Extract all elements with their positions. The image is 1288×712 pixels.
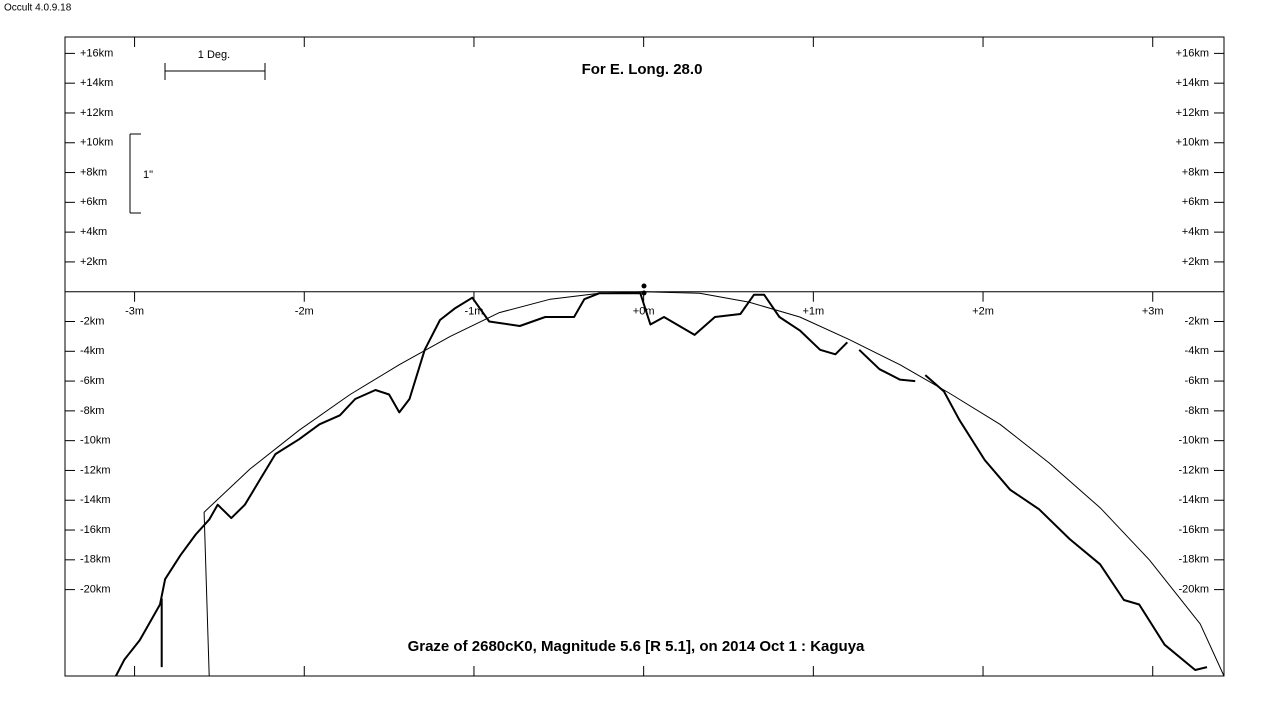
y-tick-label: -4km xyxy=(80,345,104,357)
y-tick-label: +8km xyxy=(1182,166,1209,178)
x-tick-label: +0m xyxy=(633,306,655,318)
x-tick-label: +2m xyxy=(972,306,994,318)
y-tick-label: +2km xyxy=(1182,256,1209,268)
profile-line xyxy=(115,292,1208,677)
y-tick-label: -14km xyxy=(1178,494,1209,506)
x-tick-label: +1m xyxy=(802,306,824,318)
y-tick-label: -16km xyxy=(1178,524,1209,536)
y-tick-label: +8km xyxy=(80,166,107,178)
app-label: Occult 4.0.9.18 xyxy=(4,3,72,14)
y-tick-label: +12km xyxy=(1176,107,1209,119)
y-tick-label: -8km xyxy=(80,405,104,417)
y-tick-label: -2km xyxy=(80,315,104,327)
y-tick-label: -12km xyxy=(80,464,111,476)
y-tick-label: +4km xyxy=(80,226,107,238)
x-tick-label: -3m xyxy=(125,306,144,318)
y-tick-label: -20km xyxy=(80,584,111,596)
y-tick-label: +14km xyxy=(80,77,113,89)
y-tick-label: -10km xyxy=(80,435,111,447)
y-tick-label: +10km xyxy=(1176,137,1209,149)
y-tick-label: -6km xyxy=(80,375,104,387)
y-tick-label: +6km xyxy=(1182,196,1209,208)
y-tick-label: -16km xyxy=(80,524,111,536)
y-tick-label: +10km xyxy=(80,137,113,149)
y-tick-label: -14km xyxy=(80,494,111,506)
y-tick-label: +4km xyxy=(1182,226,1209,238)
chart-title: For E. Long. 28.0 xyxy=(582,61,703,78)
y-tick-label: -12km xyxy=(1178,464,1209,476)
x-tick-label: -2m xyxy=(295,306,314,318)
y-tick-label: +2km xyxy=(80,256,107,268)
x-tick-label: -1m xyxy=(464,306,483,318)
plot-frame xyxy=(64,36,1225,677)
y-tick-label: +16km xyxy=(1176,47,1209,59)
y-tick-label: -20km xyxy=(1178,584,1209,596)
y-tick-label: -18km xyxy=(80,554,111,566)
star-marker xyxy=(641,283,647,289)
y-tick-label: +16km xyxy=(80,47,113,59)
y-tick-label: +6km xyxy=(80,196,107,208)
chart-subtitle: Graze of 2680cK0, Magnitude 5.6 [R 5.1],… xyxy=(408,638,865,655)
y-tick-label: -18km xyxy=(1178,554,1209,566)
x-tick-label: +3m xyxy=(1142,306,1164,318)
y-tick-label: -4km xyxy=(1185,345,1209,357)
y-tick-label: -10km xyxy=(1178,435,1209,447)
scale-bars xyxy=(129,63,266,214)
scale-x-label: 1 Deg. xyxy=(198,49,230,61)
y-tick-label: +12km xyxy=(80,107,113,119)
y-tick-label: +14km xyxy=(1176,77,1209,89)
profile-line xyxy=(203,291,1225,677)
y-tick-label: -2km xyxy=(1185,315,1209,327)
y-tick-label: -8km xyxy=(1185,405,1209,417)
scale-y-label: 1" xyxy=(143,169,153,181)
y-tick-label: -6km xyxy=(1185,375,1209,387)
